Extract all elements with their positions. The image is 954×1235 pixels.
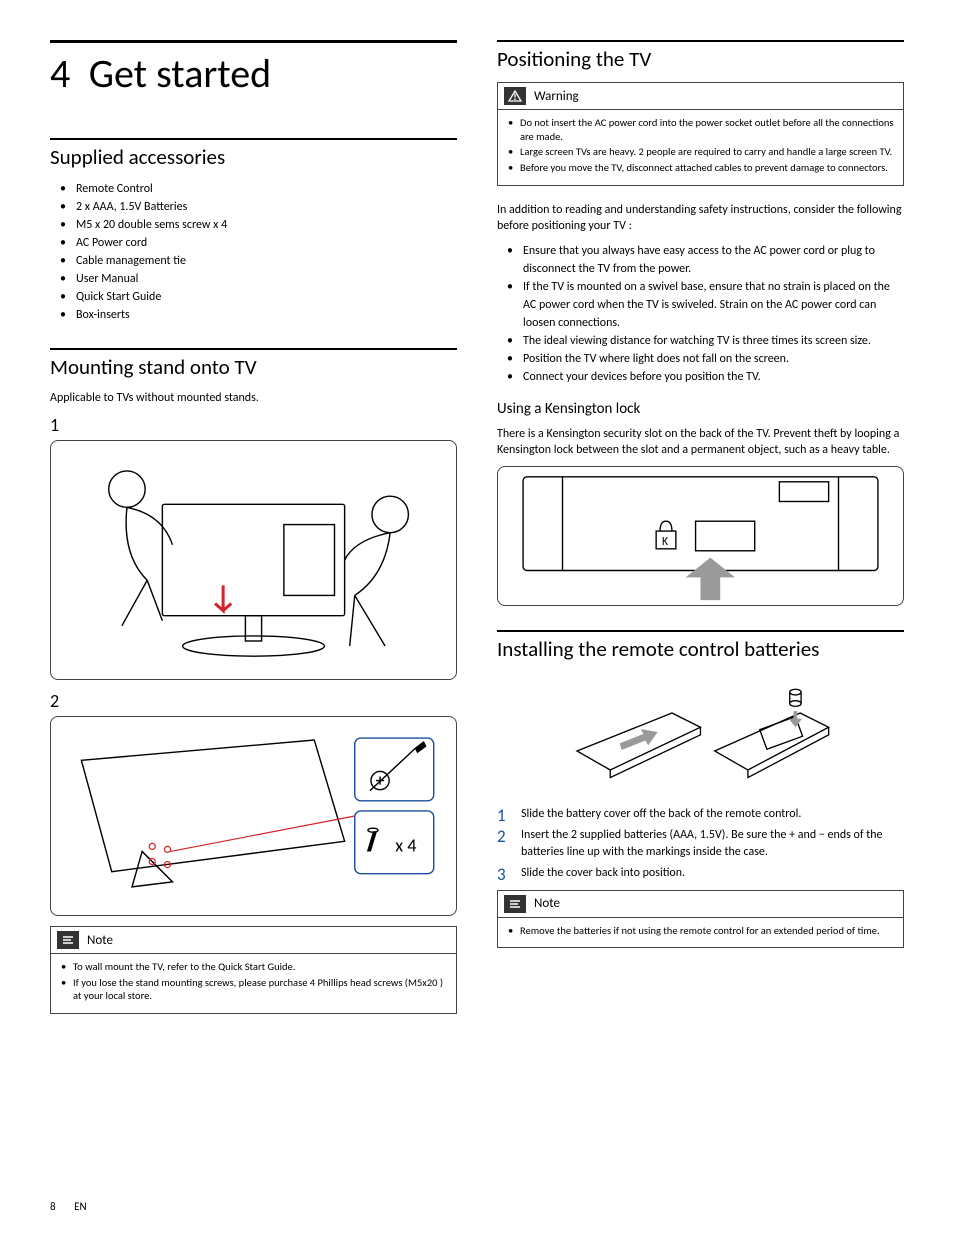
kensington-body: There is a Kensington security slot on t…	[497, 426, 904, 458]
list-item: Quick Start Guide	[50, 288, 457, 306]
note-title: Note	[534, 896, 560, 911]
step-item: Slide the cover back into position.	[497, 865, 904, 882]
step-number-1: 1	[50, 414, 457, 436]
list-item: If the TV is mounted on a swivel base, e…	[497, 278, 904, 332]
list-item: Ensure that you always have easy access …	[497, 242, 904, 278]
warning-title: Warning	[534, 89, 579, 104]
section-positioning: Positioning the TV Warning Do not insert…	[497, 40, 904, 606]
list-item: 2 x AAA, 1.5V Batteries	[50, 198, 457, 216]
list-item: Cable management tie	[50, 252, 457, 270]
warning-item: Large screen TVs are heavy. 2 people are…	[506, 145, 895, 159]
section-supplied-accessories: Supplied accessories Remote Control 2 x …	[50, 138, 457, 324]
list-item: User Manual	[50, 270, 457, 288]
note-item: To wall mount the TV, refer to the Quick…	[59, 960, 448, 974]
diagram-mounting-step2: x 4	[50, 716, 457, 916]
list-item: M5 x 20 double sems screw x 4	[50, 216, 457, 234]
list-item: Connect your devices before you position…	[497, 368, 904, 386]
step-item: Slide the battery cover off the back of …	[497, 806, 904, 823]
step-item: Insert the 2 supplied batteries (AAA, 1.…	[497, 827, 904, 861]
section-title: Positioning the TV	[497, 46, 904, 72]
warning-item: Do not insert the AC power cord into the…	[506, 116, 895, 143]
diagram-batteries	[558, 672, 843, 792]
positioning-intro: In addition to reading and understanding…	[497, 202, 904, 234]
list-item: AC Power cord	[50, 234, 457, 252]
note-item: If you lose the stand mounting screws, p…	[59, 976, 448, 1003]
screw-count-label: x 4	[395, 835, 416, 857]
list-item: Remote Control	[50, 180, 457, 198]
warning-callout: Warning Do not insert the AC power cord …	[497, 82, 904, 186]
battery-steps: Slide the battery cover off the back of …	[497, 806, 904, 881]
list-item: The ideal viewing distance for watching …	[497, 332, 904, 350]
section-batteries: Installing the remote control batteries	[497, 630, 904, 948]
positioning-bullets: Ensure that you always have easy access …	[497, 242, 904, 386]
page-number: 8	[50, 1200, 56, 1213]
list-item: Position the TV where light does not fal…	[497, 350, 904, 368]
list-item: Box-inserts	[50, 306, 457, 324]
svg-text:K: K	[662, 535, 669, 549]
diagram-mounting-step1	[50, 440, 457, 680]
warning-item: Before you move the TV, disconnect attac…	[506, 161, 895, 175]
note-title: Note	[87, 933, 113, 948]
note-icon	[504, 895, 526, 913]
step-number-2: 2	[50, 690, 457, 712]
subsection-kensington: Using a Kensington lock	[497, 400, 904, 418]
section-mounting-stand: Mounting stand onto TV Applicable to TVs…	[50, 348, 457, 1014]
note-icon	[57, 931, 79, 949]
section-title: Supplied accessories	[50, 144, 457, 170]
note-callout-mounting: Note To wall mount the TV, refer to the …	[50, 926, 457, 1014]
chapter-title-text: Get started	[89, 49, 271, 98]
chapter-heading: 4 Get started	[50, 40, 457, 98]
accessories-list: Remote Control 2 x AAA, 1.5V Batteries M…	[50, 180, 457, 324]
chapter-number: 4	[50, 49, 86, 98]
section-title: Mounting stand onto TV	[50, 354, 457, 380]
note-callout-batteries: Note Remove the batteries if not using t…	[497, 890, 904, 949]
mounting-intro: Applicable to TVs without mounted stands…	[50, 390, 457, 406]
diagram-kensington: K	[497, 466, 904, 606]
page-footer: 8 EN	[50, 1200, 87, 1213]
page-lang: EN	[74, 1200, 86, 1213]
warning-icon	[504, 87, 526, 105]
note-item: Remove the batteries if not using the re…	[506, 924, 895, 938]
section-title: Installing the remote control batteries	[497, 636, 904, 662]
